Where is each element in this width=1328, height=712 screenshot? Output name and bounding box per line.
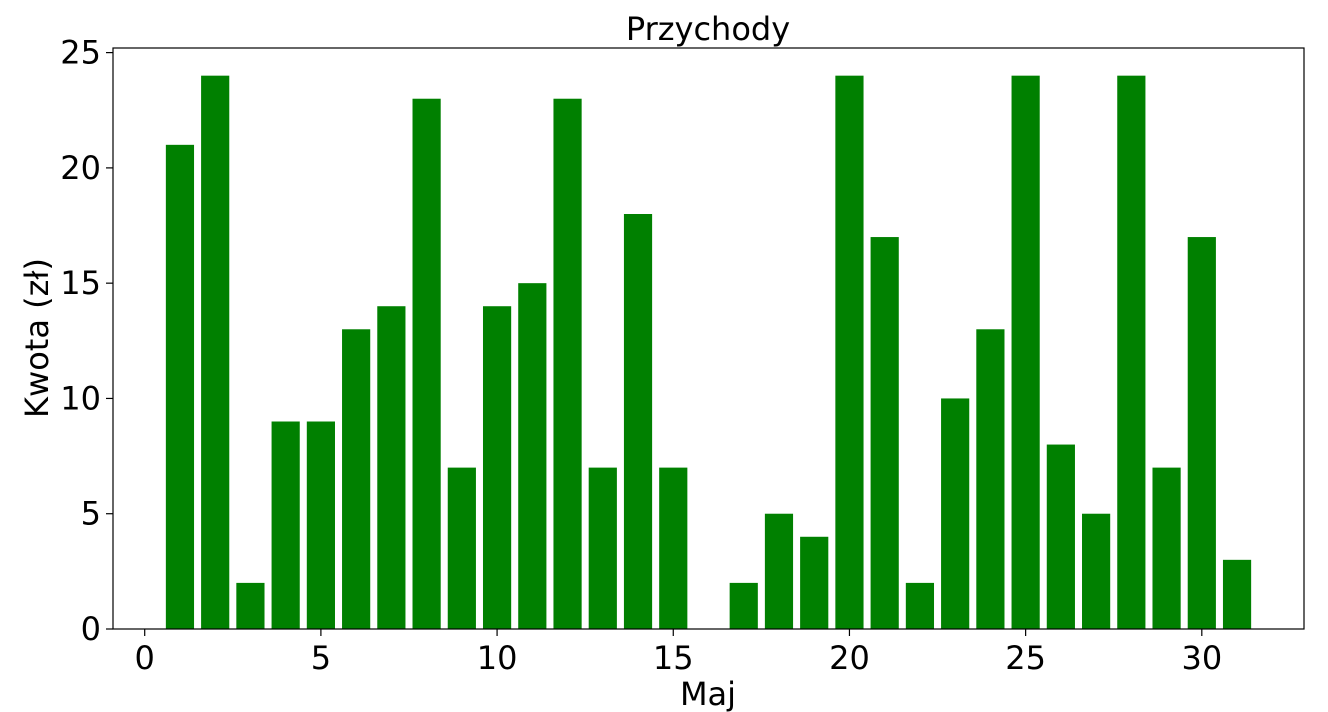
y-tick-label: 0 [81, 610, 101, 648]
bar-day-20 [835, 75, 864, 629]
bar-day-27 [1082, 513, 1111, 629]
bar-day-28 [1117, 75, 1146, 629]
y-tick-label: 10 [60, 379, 101, 417]
bar-day-12 [553, 98, 582, 629]
bar-day-30 [1187, 237, 1216, 630]
x-tick-label: 0 [135, 639, 155, 677]
bar-day-18 [764, 513, 794, 629]
y-tick-label: 20 [60, 149, 101, 187]
x-tick-label: 30 [1181, 639, 1222, 677]
bar-day-3 [236, 582, 265, 629]
x-tick-label: 15 [653, 639, 694, 677]
chart-title: Przychody [626, 10, 790, 48]
bar-day-26 [1046, 444, 1075, 629]
x-tick-label: 10 [477, 639, 518, 677]
y-tick-label: 15 [60, 264, 101, 302]
bar-day-11 [518, 283, 547, 629]
x-tick-label: 25 [1005, 639, 1046, 677]
y-tick-label: 25 [60, 34, 101, 72]
bar-day-23 [941, 398, 970, 629]
bar-day-6 [342, 329, 371, 629]
bar-day-25 [1011, 75, 1040, 629]
x-axis-label: Maj [680, 675, 736, 712]
bar-day-8 [412, 98, 441, 629]
bar-day-22 [905, 582, 935, 629]
bar-day-5 [306, 421, 335, 629]
x-tick-label: 5 [311, 639, 331, 677]
y-axis-ticks: 0 5 10 15 20 25 [60, 34, 113, 648]
x-tick-label: 20 [829, 639, 870, 677]
bar-day-13 [588, 467, 617, 629]
x-axis-ticks: 0 5 10 15 20 25 30 [135, 629, 1222, 677]
bar-day-1 [165, 144, 195, 630]
bar-day-19 [800, 536, 829, 629]
bar-day-4 [271, 421, 300, 629]
bar-day-9 [447, 467, 476, 629]
bar-day-29 [1152, 467, 1181, 629]
y-axis-label: Kwota (zł) [18, 258, 56, 418]
y-tick-label: 5 [81, 495, 101, 533]
bar-day-2 [201, 75, 230, 629]
bar-day-21 [870, 237, 899, 630]
plot-frame [112, 47, 1305, 630]
bar-day-15 [659, 467, 688, 629]
bar-day-14 [623, 214, 653, 629]
bar-day-7 [377, 306, 406, 629]
bar-day-31 [1222, 559, 1252, 629]
bar-day-24 [976, 329, 1005, 629]
bar-day-17 [729, 582, 758, 629]
bar-day-10 [482, 306, 512, 629]
bars-group [165, 75, 1252, 630]
